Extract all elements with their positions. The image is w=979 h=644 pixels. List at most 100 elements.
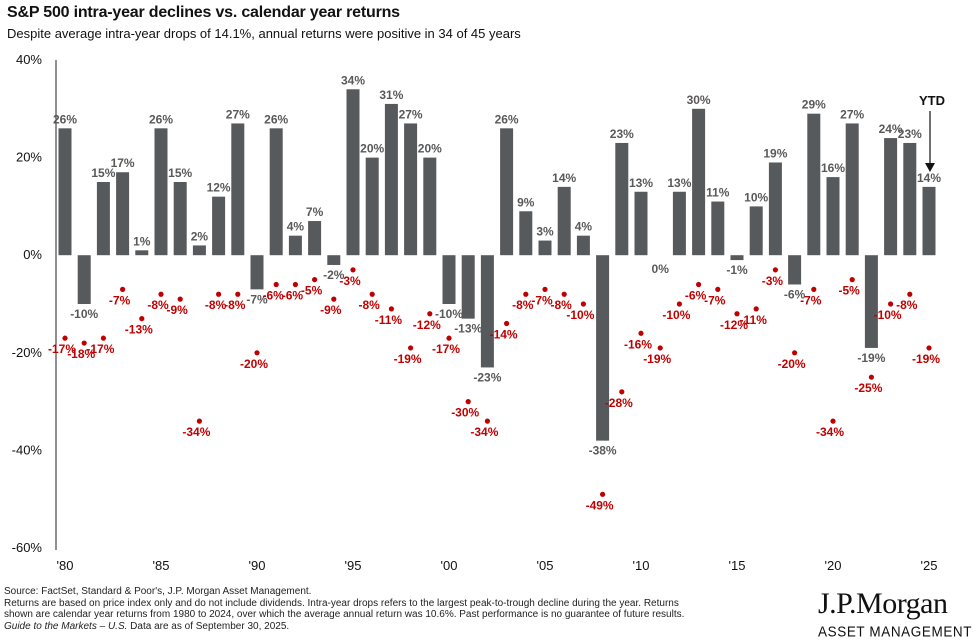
return-label: 27%: [399, 107, 423, 121]
return-label: 19%: [763, 146, 787, 160]
return-label: -19%: [857, 351, 885, 365]
return-label: 2%: [191, 229, 209, 243]
decline-point: [350, 267, 356, 273]
return-label: 11%: [706, 186, 730, 200]
decline-point: [580, 301, 587, 307]
decline-point: [830, 418, 836, 424]
return-label: 16%: [821, 161, 845, 175]
decline-label: -17%: [48, 342, 76, 356]
decline-label: -19%: [394, 352, 422, 366]
return-label: 15%: [168, 166, 192, 180]
return-bar: [538, 240, 552, 256]
return-label: 30%: [687, 93, 711, 107]
decline-label: -8%: [205, 298, 227, 312]
return-bar: [615, 142, 629, 256]
decline-label: -11%: [740, 313, 768, 327]
return-bar: [135, 250, 149, 256]
decline-label: -11%: [375, 313, 403, 327]
return-bar: [212, 196, 226, 256]
return-label: 29%: [802, 98, 826, 112]
y-tick-label: 20%: [16, 150, 42, 165]
return-label: 27%: [840, 107, 864, 121]
decline-point: [907, 291, 913, 297]
decline-point: [120, 286, 126, 292]
return-label: 26%: [149, 112, 173, 126]
decline-point: [484, 418, 490, 424]
y-tick-label: 0%: [23, 247, 42, 262]
decline-label: -8%: [551, 298, 573, 312]
return-bar: [557, 186, 571, 256]
return-label: 31%: [379, 88, 403, 102]
return-bar: [192, 245, 206, 256]
return-bar: [154, 128, 168, 256]
decline-label: -5%: [839, 284, 861, 298]
decline-point: [177, 296, 183, 302]
chart-title: S&P 500 intra-year declines vs. calendar…: [7, 4, 400, 21]
return-bar: [768, 162, 782, 256]
return-label: 17%: [111, 156, 135, 170]
decline-label: -16%: [624, 337, 652, 351]
decline-point: [772, 267, 779, 273]
return-bar: [346, 89, 360, 256]
decline-point: [465, 399, 471, 405]
decline-label: -3%: [339, 274, 361, 288]
return-bar: [672, 191, 686, 256]
return-label: 14%: [552, 171, 576, 185]
return-label: 1%: [133, 234, 151, 248]
decline-point: [523, 291, 529, 297]
decline-point: [926, 345, 932, 351]
return-label: -2%: [323, 268, 345, 282]
return-label: 0%: [652, 262, 670, 276]
x-tick-label: '00: [441, 558, 458, 573]
decline-point: [619, 389, 625, 395]
return-label: -6%: [784, 287, 806, 301]
decline-label: -5%: [301, 284, 323, 298]
decline-point: [139, 316, 145, 322]
return-label: 23%: [610, 127, 634, 141]
return-label: 20%: [360, 142, 384, 156]
return-bar: [711, 201, 725, 256]
return-label: -13%: [454, 322, 482, 336]
y-tick-label: -20%: [12, 345, 43, 360]
decline-label: -8%: [512, 298, 534, 312]
return-bar: [269, 128, 283, 256]
decline-point: [753, 306, 759, 312]
return-bar: [423, 157, 437, 256]
return-bar: [231, 123, 245, 256]
decline-label: -28%: [605, 396, 633, 410]
chart-subtitle: Despite average intra-year drops of 14.1…: [7, 26, 521, 41]
ytd-annotation: YTD: [919, 93, 945, 108]
decline-point: [888, 301, 894, 307]
return-bar: [365, 157, 379, 256]
return-label: 26%: [264, 112, 288, 126]
decline-label: -9%: [320, 303, 342, 317]
decline-label: -20%: [778, 357, 806, 371]
return-bar: [519, 211, 533, 256]
x-tick-label: '80: [57, 558, 74, 573]
decline-label: -7%: [704, 293, 726, 307]
decline-point: [273, 281, 279, 288]
decline-point: [369, 291, 375, 297]
decline-label: -8%: [896, 298, 918, 312]
decline-point: [849, 277, 855, 283]
decline-label: -7%: [109, 293, 131, 307]
return-bar: [807, 113, 821, 256]
decline-label: -12%: [413, 318, 441, 332]
decline-point: [427, 311, 433, 317]
decline-label: -34%: [182, 425, 210, 439]
decline-label: -19%: [912, 352, 940, 366]
decline-point: [657, 345, 663, 351]
decline-point: [388, 306, 394, 312]
return-label: -7%: [246, 292, 268, 306]
decline-point: [408, 345, 414, 351]
decline-label: -13%: [125, 323, 153, 337]
decline-point: [715, 286, 721, 292]
return-bar: [788, 255, 802, 285]
return-label: 24%: [879, 122, 903, 136]
decline-label: -19%: [643, 352, 671, 366]
decline-label: -7%: [531, 293, 553, 307]
decline-label: -9%: [167, 303, 189, 317]
decline-label: -34%: [470, 425, 498, 439]
decline-point: [561, 291, 567, 297]
decline-label: -34%: [816, 425, 844, 439]
